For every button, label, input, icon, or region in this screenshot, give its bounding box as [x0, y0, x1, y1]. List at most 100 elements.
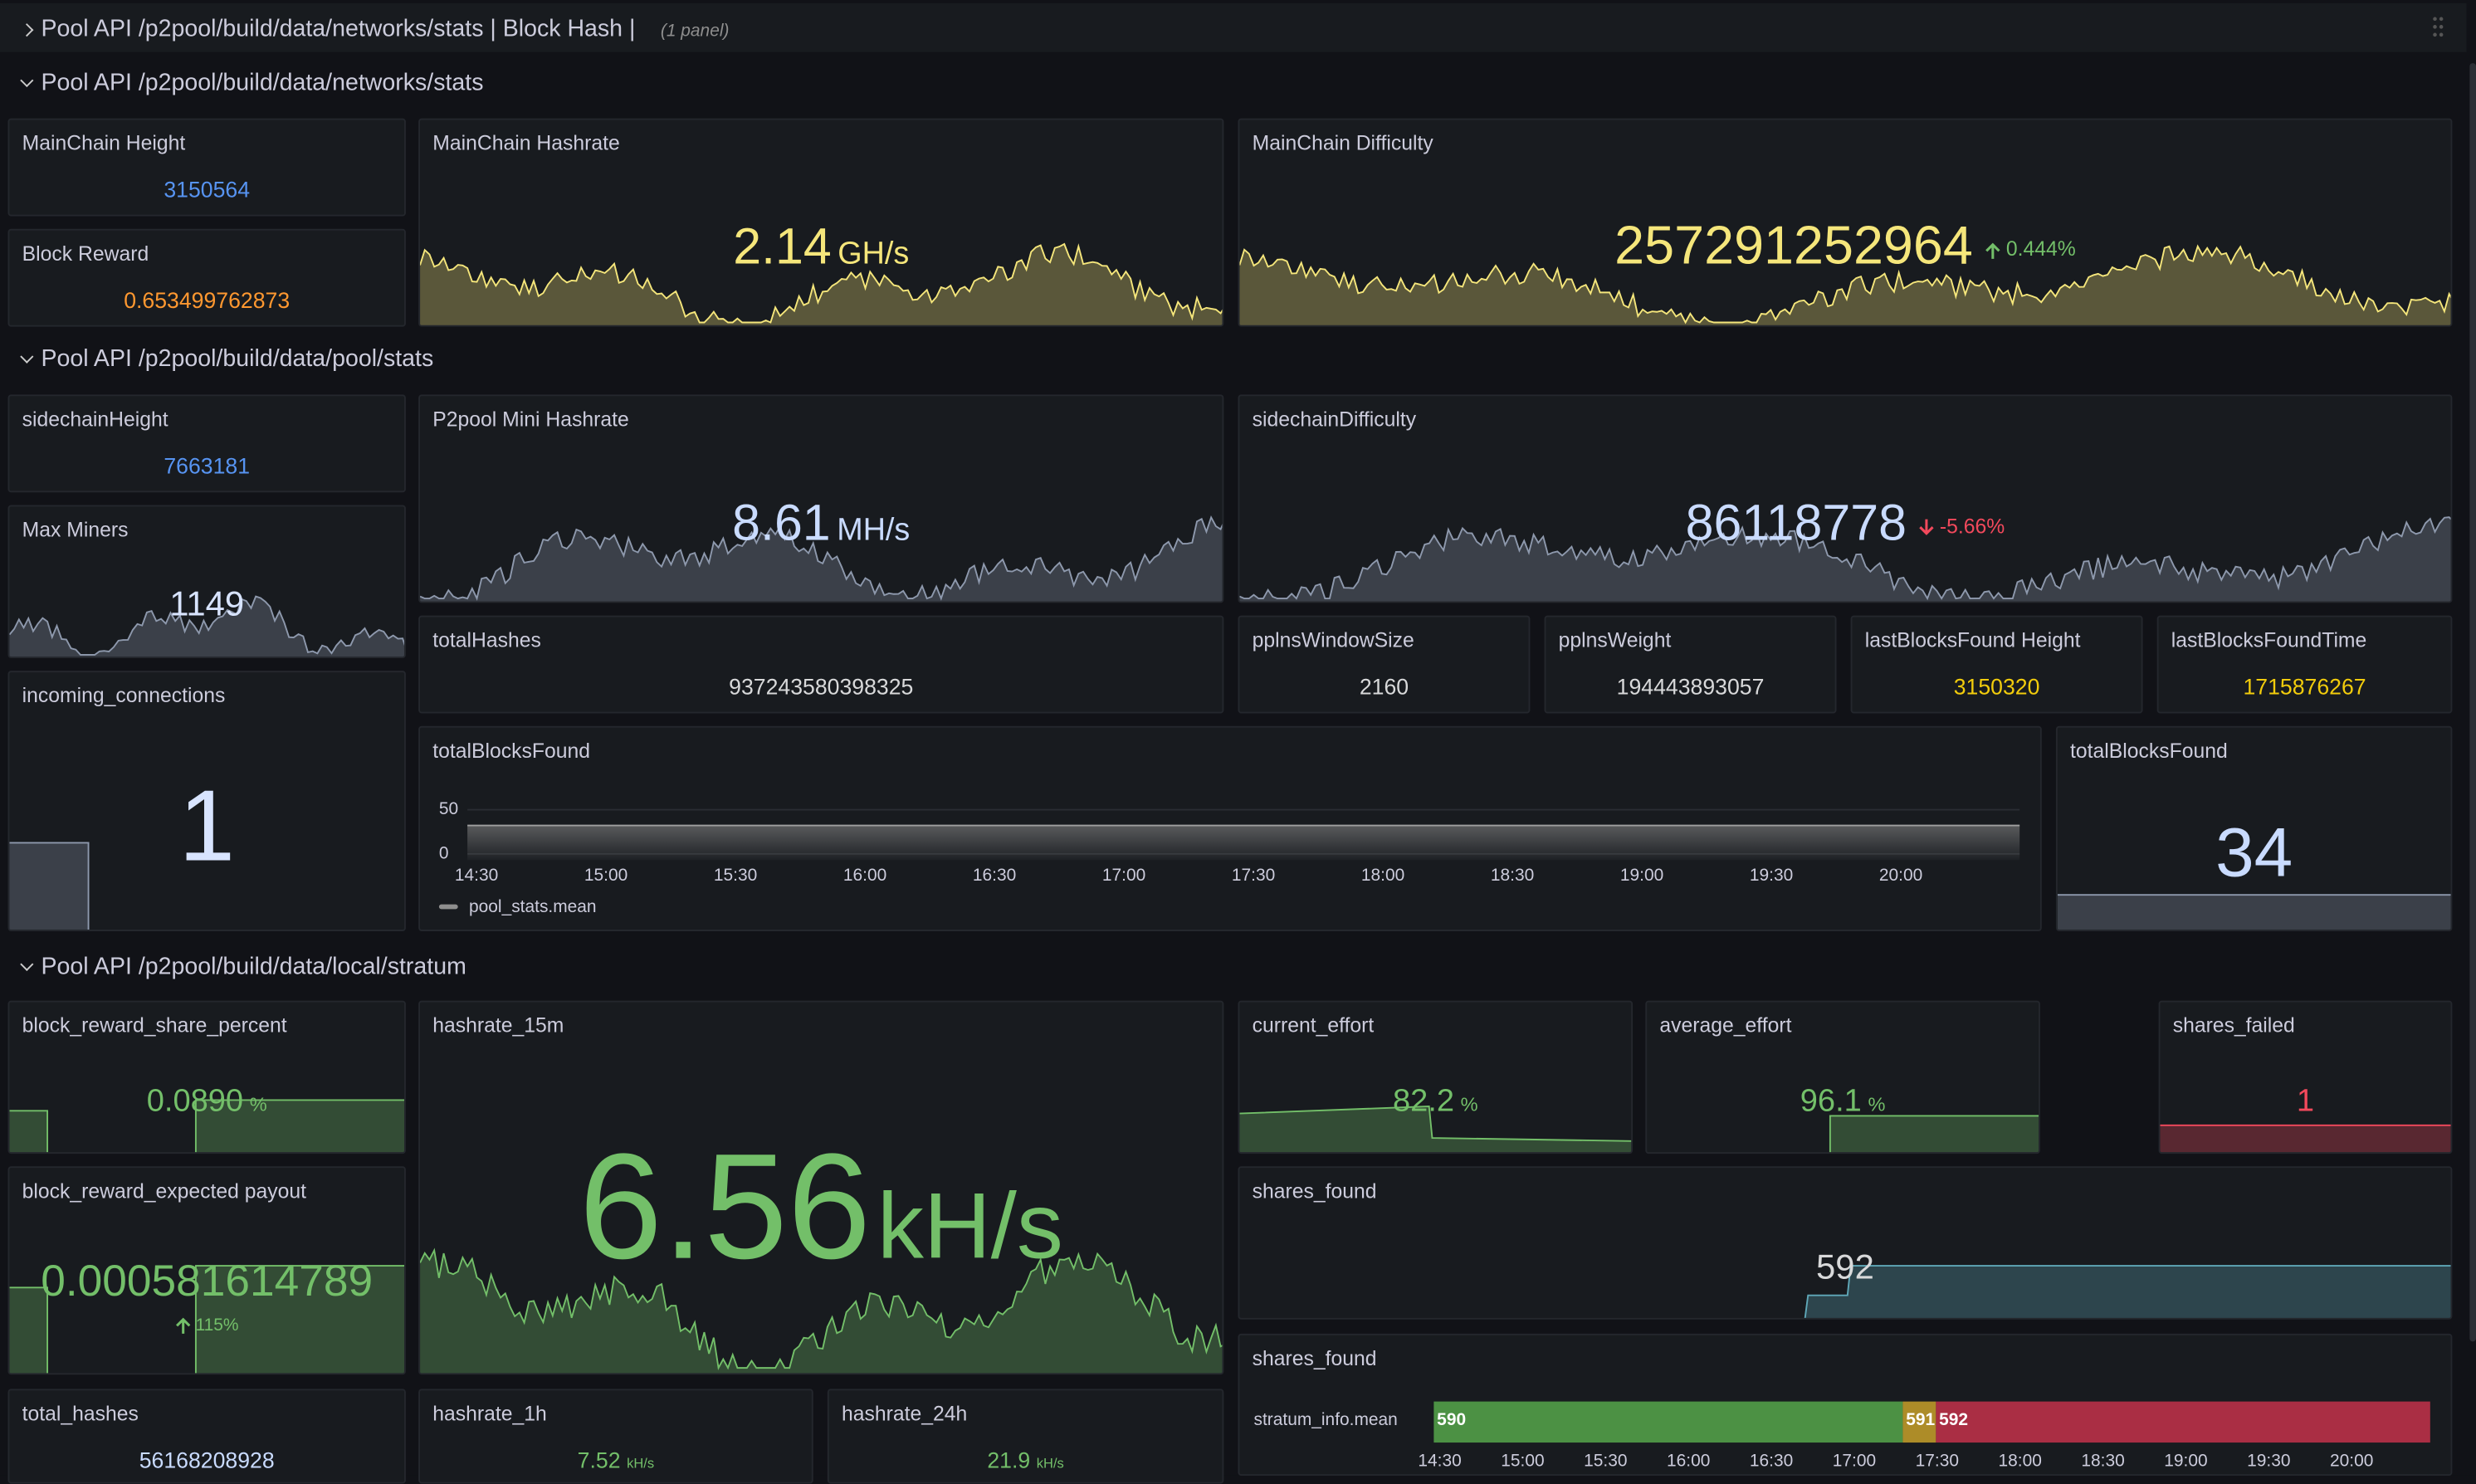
panel: P2pool Mini Hashrate 8.61 MH/s	[418, 394, 1224, 603]
delta-arrow	[1919, 520, 1935, 536]
collapsed-row[interactable]: Pool API /p2pool/build/data/networks/sta…	[0, 2, 2467, 52]
stat-value: 2.14 GH/s	[420, 221, 1222, 271]
chevron	[20, 73, 34, 88]
sparkline	[1239, 1106, 1632, 1153]
panel-title[interactable]: lastBlocksFoundTime	[2171, 627, 2367, 652]
sparkline	[9, 842, 90, 930]
value: 194443893057	[1616, 673, 1765, 700]
value: 2.14	[733, 217, 832, 275]
stat-value: 1149	[9, 583, 404, 624]
x-tick-label: 18:30	[2081, 1452, 2125, 1472]
legend-swatch	[438, 904, 458, 910]
panel-title[interactable]: total_hashes	[22, 1401, 139, 1426]
value: 7.52	[577, 1447, 621, 1473]
x-tick-label: 14:30	[1418, 1452, 1462, 1472]
panel-title[interactable]: Block Reward	[22, 241, 149, 266]
row-title: Pool API /p2pool/build/data/pool/stats	[41, 345, 434, 373]
sparkline-line	[1804, 1265, 2451, 1318]
sparkline	[420, 242, 1223, 325]
sparkline-line	[1239, 1106, 1632, 1142]
unit: kH/s	[877, 1174, 1063, 1278]
sparkline	[1829, 1115, 2039, 1153]
scrollbar[interactable]	[2469, 63, 2476, 1342]
stat-value: 86118778 -5.66%	[1239, 497, 2450, 548]
value: 1149	[169, 583, 245, 624]
row-header[interactable]: Pool API /p2pool/build/data/networks/sta…	[20, 70, 483, 96]
x-tick-label: 18:30	[1490, 866, 1535, 886]
panel-title[interactable]: Max Miners	[22, 517, 129, 542]
value: 937243580398325	[729, 673, 914, 700]
panel-title[interactable]: lastBlocksFound Height	[1864, 627, 2081, 652]
panel-title[interactable]: MainChain Height	[22, 130, 186, 155]
panel-title[interactable]: block_reward_share_percent	[22, 1013, 287, 1037]
panel-title[interactable]: sidechainDifficulty	[1252, 407, 1417, 432]
sparkline-area	[2057, 895, 2451, 930]
stat-value: 56168208928	[9, 1449, 404, 1472]
stat-value: 21.9 kH/s	[829, 1449, 1223, 1472]
sparkline	[1239, 244, 2451, 325]
panel: shares_found 592	[1238, 1166, 2453, 1320]
panel: block_reward_expected payout 0.0005816147…	[7, 1166, 406, 1375]
panel-title[interactable]: totalBlocksFound	[2070, 738, 2228, 763]
x-tick-label: 18:00	[1360, 866, 1405, 886]
sparkline-line	[1829, 1115, 2039, 1153]
row-header[interactable]: Pool API /p2pool/build/data/networks/sta…	[20, 16, 730, 42]
panel-title[interactable]: totalHashes	[432, 627, 541, 652]
panel-title[interactable]: MainChain Difficulty	[1252, 130, 1433, 155]
state-label: 591	[1906, 1411, 1936, 1430]
panel: pplnsWindowSize 2160	[1238, 615, 1531, 714]
stat-value: 3150320	[1853, 676, 2141, 698]
x-tick-label: 14:30	[454, 866, 499, 886]
state-label: 590	[1437, 1411, 1467, 1430]
panel-title[interactable]: totalBlocksFound	[432, 738, 590, 763]
panel: current_effort 82.2%	[1238, 1000, 1634, 1154]
drag-handle[interactable]	[2432, 16, 2444, 41]
sparkline-line	[9, 1265, 405, 1374]
x-tick-label: 19:30	[1749, 866, 1794, 886]
stat-value: 1	[2160, 1086, 2450, 1117]
sparkline	[2160, 1124, 2451, 1153]
panel-title[interactable]: shares_found	[1252, 1346, 1377, 1370]
panel: hashrate_1h 7.52 kH/s	[418, 1389, 813, 1484]
panel: total_hashes 56168208928	[7, 1389, 406, 1484]
x-tick-label: 16:00	[1666, 1452, 1711, 1472]
panel-title[interactable]: hashrate_24h	[841, 1401, 968, 1426]
sparkline-area	[9, 1266, 405, 1374]
arrow	[1985, 242, 2001, 259]
value: 1	[178, 769, 236, 882]
panel-title[interactable]: incoming_connections	[22, 683, 226, 707]
sparkline-area	[1239, 1106, 1632, 1153]
panel-count: (1 panel)	[660, 22, 730, 41]
panel: sidechainDifficulty 86118778 -5.66%	[1238, 394, 2453, 603]
y-tick-label: 50	[438, 800, 459, 819]
chevron	[20, 957, 34, 971]
stat-value: 592	[1239, 1247, 2450, 1286]
panel-title[interactable]: sidechainHeight	[22, 407, 168, 432]
value: 592	[1816, 1247, 1874, 1286]
legend-label[interactable]: pool_stats.mean	[469, 898, 597, 917]
panel-title[interactable]: hashrate_1h	[432, 1401, 547, 1426]
panel-title[interactable]: pplnsWeight	[1558, 627, 1672, 652]
sparkline-area	[1239, 246, 2451, 325]
panel-title[interactable]: hashrate_15m	[432, 1013, 564, 1037]
row-header[interactable]: Pool API /p2pool/build/data/local/stratu…	[20, 954, 466, 980]
panel-title[interactable]: shares_failed	[2172, 1013, 2295, 1037]
sparkline	[420, 515, 1223, 602]
panel-title[interactable]: average_effort	[1659, 1013, 1792, 1037]
panel: block_reward_share_percent 0.0890%	[7, 1000, 406, 1154]
panel-title[interactable]: current_effort	[1252, 1013, 1375, 1037]
panel-title[interactable]: pplnsWindowSize	[1252, 627, 1414, 652]
sparkline	[2057, 894, 2451, 930]
stat-value: 257291252964 0.444%	[1239, 219, 2450, 273]
state-label: 592	[1939, 1411, 1969, 1430]
delta: 0.444%	[1985, 237, 2076, 261]
value: 6.56	[579, 1122, 872, 1291]
row-header[interactable]: Pool API /p2pool/build/data/pool/stats	[20, 345, 434, 373]
sparkline-area	[420, 1250, 1223, 1374]
panel-title[interactable]: MainChain Hashrate	[432, 130, 620, 155]
sparkline	[1804, 1265, 2451, 1318]
panel-title[interactable]: shares_found	[1252, 1179, 1377, 1203]
stat-value: 3150564	[9, 178, 404, 201]
panel-title[interactable]: block_reward_expected payout	[22, 1179, 306, 1203]
panel-title[interactable]: P2pool Mini Hashrate	[432, 407, 629, 432]
